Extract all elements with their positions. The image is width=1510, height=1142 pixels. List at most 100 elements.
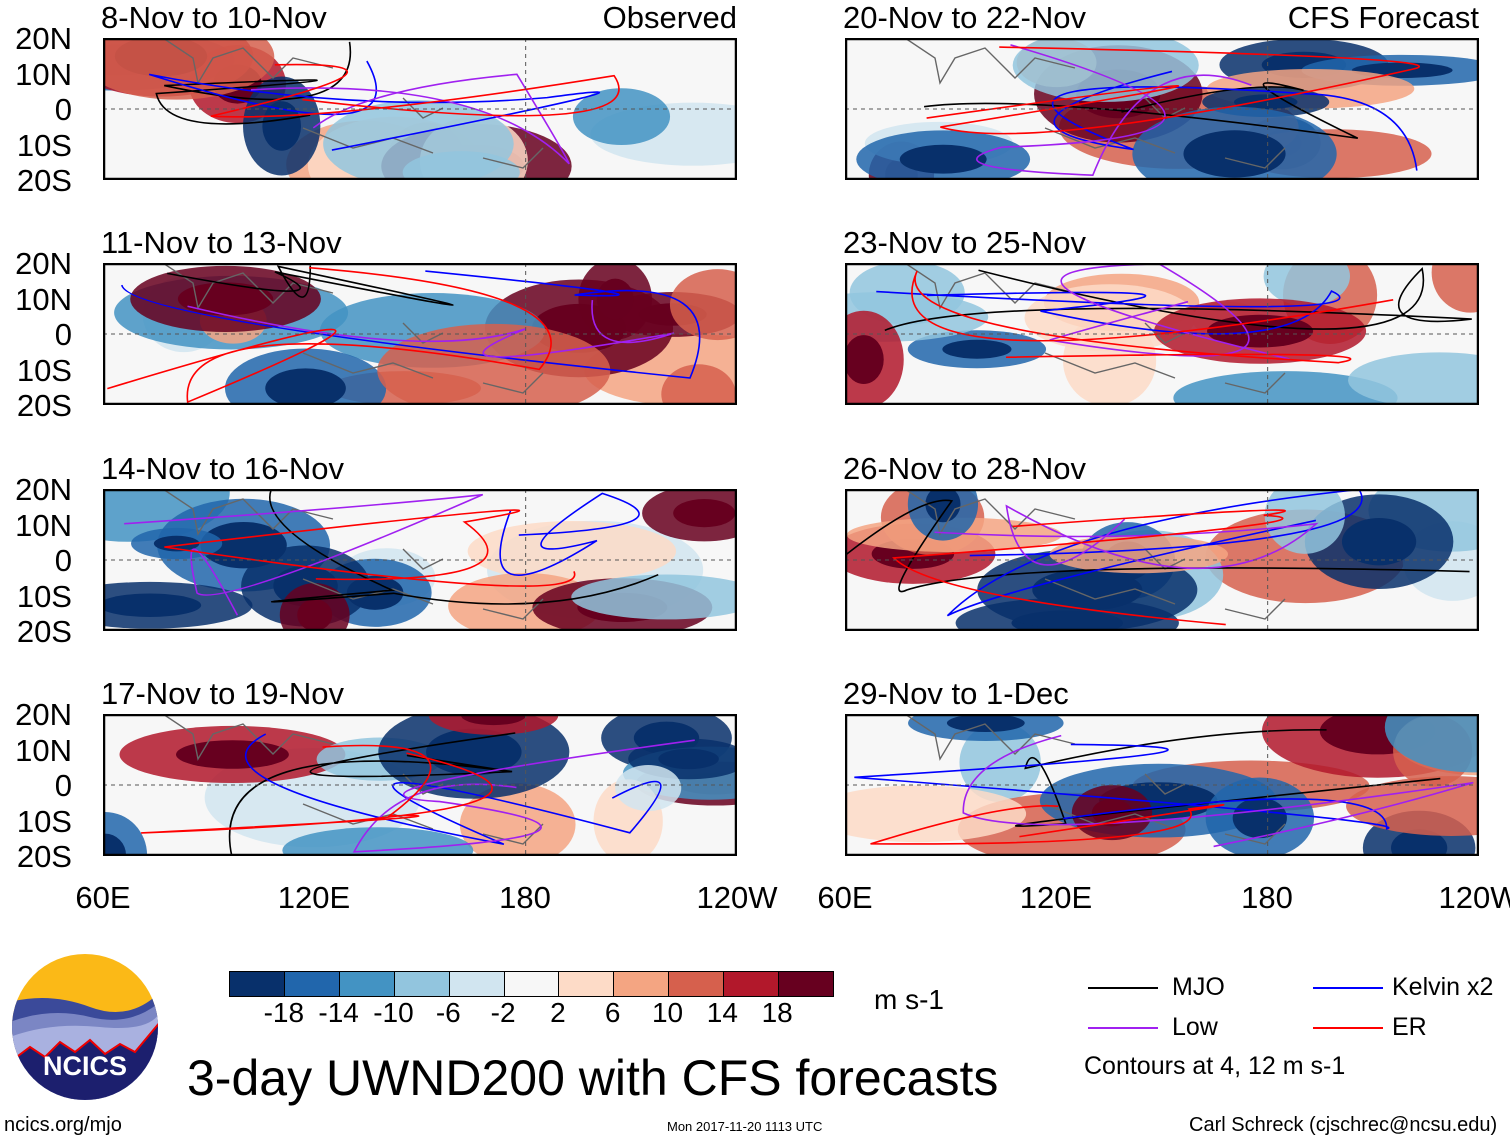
contour-line [923, 82, 1359, 140]
contour-line [962, 734, 1474, 848]
lat-label: 10S [16, 127, 72, 163]
map-panel [845, 38, 1479, 180]
coastline [904, 263, 1286, 394]
legend-er-line [1313, 1027, 1383, 1029]
anomaly-core [426, 728, 522, 776]
author-credit: Carl Schreck (cjschrec@ncsu.edu) [1189, 1114, 1498, 1136]
panel-frame [845, 263, 1479, 405]
anomaly-shading [1384, 714, 1479, 773]
anomaly-core [103, 833, 127, 856]
anomaly-shading [1431, 263, 1479, 313]
anomaly-shading [467, 521, 677, 582]
legend-low-label: Low [1172, 1013, 1218, 1041]
anomaly-shading [669, 269, 737, 341]
anomaly-core [461, 714, 526, 726]
panel-title: 14-Nov to 16-Nov [101, 451, 344, 486]
anomaly-core [297, 599, 333, 631]
panel-frame [845, 38, 1479, 180]
colorbar-label: -2 [490, 997, 516, 1028]
contour-line [250, 73, 570, 165]
contour-line [884, 267, 1472, 332]
colorbar-swatch [339, 972, 395, 996]
panel-frame [103, 38, 737, 180]
ncics-logo: NCICS [12, 954, 158, 1100]
lat-label: 20N [15, 472, 72, 507]
map-panel [103, 38, 737, 180]
anomaly-core [1232, 797, 1287, 839]
lat-label: 0 [54, 768, 72, 803]
contour-line [934, 504, 1319, 570]
colorbar-swatch [779, 972, 833, 996]
colorbar-label: -14 [318, 997, 359, 1028]
legend-er-label: ER [1392, 1013, 1427, 1041]
lon-label: 120W [1438, 880, 1510, 915]
lon-label: 180 [1241, 880, 1293, 915]
colorbar-label: 10 [651, 997, 684, 1028]
logo-text: NCICS [43, 1051, 127, 1081]
panel-title: 20-Nov to 22-Nov [843, 0, 1086, 35]
panel-tag: Observed [602, 0, 737, 35]
lon-label: 120W [696, 880, 778, 915]
legend-low-line [1088, 1027, 1158, 1029]
lat-label: 20N [15, 246, 72, 281]
anomaly-shading [282, 827, 474, 856]
lat-label: 0 [54, 92, 72, 127]
colorbar-units: m s-1 [874, 984, 944, 1015]
map-panel [103, 263, 737, 405]
colorbar-swatch [504, 972, 560, 996]
contour-line [164, 509, 576, 587]
lon-label: 60E [75, 880, 131, 915]
source-url[interactable]: ncics.org/mjo [4, 1114, 122, 1136]
contour-line [124, 493, 484, 616]
anomaly-shading [103, 38, 275, 100]
anomaly-core [262, 101, 302, 151]
anomaly-core [899, 144, 987, 174]
colorbar-swatch [724, 972, 780, 996]
contour-line [499, 492, 640, 576]
contour-line [121, 270, 701, 379]
lat-label: 20S [16, 839, 72, 874]
anomaly-shading [615, 765, 682, 811]
colorbar-label: 14 [706, 997, 738, 1028]
legend-note: Contours at 4, 12 m s-1 [1084, 1052, 1346, 1080]
colorbar-swatch [394, 972, 450, 996]
anomaly-core [177, 282, 274, 316]
panel-title: 11-Nov to 13-Nov [101, 225, 342, 260]
contour-line [210, 63, 620, 118]
anomaly-shading [571, 574, 737, 620]
anomaly-core [845, 335, 884, 385]
map-panel [845, 263, 1479, 405]
contour-line [892, 509, 1286, 626]
timestamp: Mon 2017-11-20 1113 UTC [667, 1119, 823, 1134]
contour-line [269, 489, 659, 605]
colorbar-label: -18 [263, 997, 305, 1028]
colorbar-swatch [614, 972, 670, 996]
lat-label: 0 [54, 317, 72, 352]
contour-line [1015, 729, 1441, 828]
lat-label: 20S [16, 614, 72, 649]
colorbar-label: 2 [550, 997, 566, 1028]
legend-mjo-line [1088, 987, 1158, 989]
panel-frame [103, 489, 737, 631]
colorbar-swatch [230, 972, 285, 996]
contour-line [141, 744, 493, 834]
anomaly-core [1183, 130, 1286, 178]
legend-kelvin-line [1313, 987, 1383, 989]
contour-line [352, 739, 695, 853]
lon-label: 180 [499, 880, 551, 915]
contour-line [870, 803, 1225, 845]
anomaly-shading [959, 722, 1041, 803]
colorbar-swatch [669, 972, 725, 996]
contour-line [155, 41, 352, 125]
coastline [904, 489, 1286, 620]
contour-line [1049, 263, 1290, 360]
anomaly-core [942, 339, 1012, 359]
colorbar-label: -6 [435, 997, 461, 1028]
anomaly-shading [1012, 38, 1199, 102]
panel-frame [103, 714, 737, 856]
contour-line [911, 270, 1394, 364]
anomaly-shading [661, 364, 736, 405]
contour-line [187, 300, 675, 358]
contour-line [148, 60, 601, 151]
lat-label: 20S [16, 388, 72, 423]
